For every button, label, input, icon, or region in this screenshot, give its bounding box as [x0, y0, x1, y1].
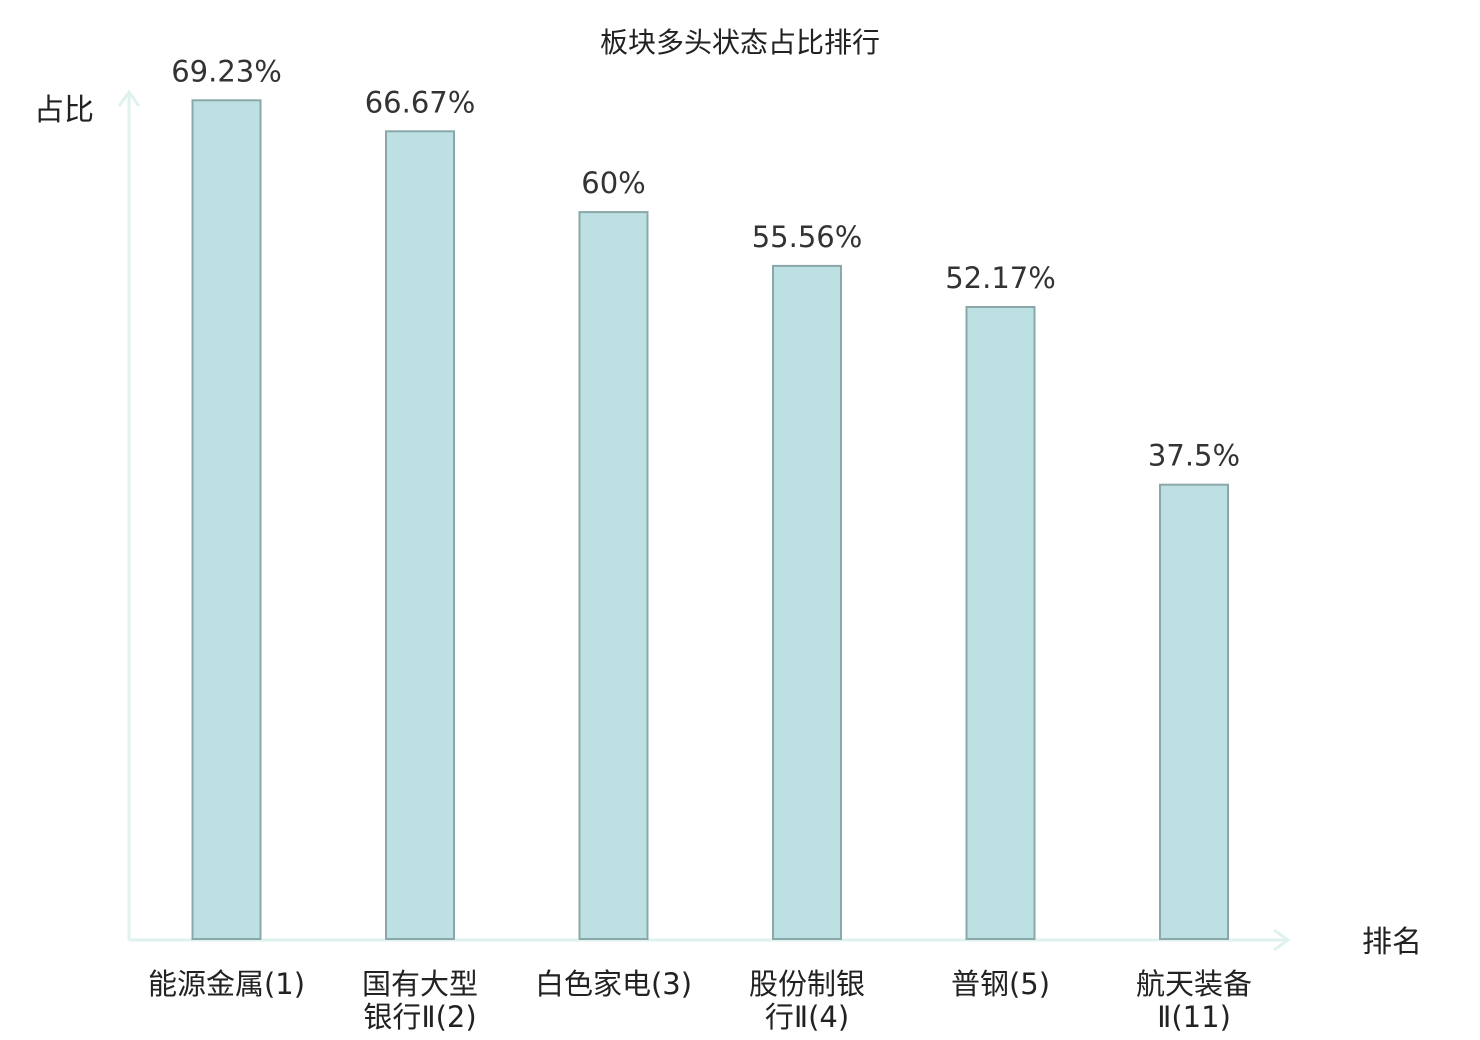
value-label-5: 52.17%: [945, 261, 1056, 295]
y-axis-label: 占比: [34, 93, 94, 128]
value-labels: 69.23% 66.67% 60% 55.56% 52.17% 37.5%: [171, 54, 1240, 472]
category-label-5: 普钢(5): [951, 967, 1050, 1001]
category-labels: 能源金属(1) 国有大型银行Ⅱ(2) 白色家电(3) 股份制银行Ⅱ(4) 普钢(5) 航天…: [148, 967, 1252, 1034]
bar-6: [1159, 483, 1229, 940]
category-label-2: 国有大型银行Ⅱ(2): [362, 967, 478, 1034]
bar-4: [772, 264, 842, 940]
value-label-6: 37.5%: [1148, 439, 1240, 473]
x-axis-label: 排名: [1362, 925, 1422, 960]
bar-5: [965, 306, 1036, 940]
category-label-4: 股份制银行Ⅱ(4): [749, 967, 865, 1034]
value-label-1: 69.23%: [171, 54, 282, 88]
value-label-4: 55.56%: [752, 220, 863, 254]
value-label-3: 60%: [581, 166, 645, 200]
bar-1: [191, 99, 262, 941]
bar-2: [385, 130, 455, 941]
category-label-3: 白色家电(3): [535, 967, 692, 1001]
x-axis-arrow: [1273, 928, 1291, 952]
category-label-6: 航天装备 Ⅱ(11): [1136, 967, 1252, 1034]
axes: [117, 89, 1291, 952]
bar-3: [578, 211, 649, 941]
category-label-1: 能源金属(1): [148, 967, 305, 1001]
bars: [191, 99, 1229, 941]
chart-title: 板块多头状态占比排行: [600, 26, 880, 59]
value-label-2: 66.67%: [365, 85, 476, 119]
y-axis-arrow: [117, 89, 141, 107]
